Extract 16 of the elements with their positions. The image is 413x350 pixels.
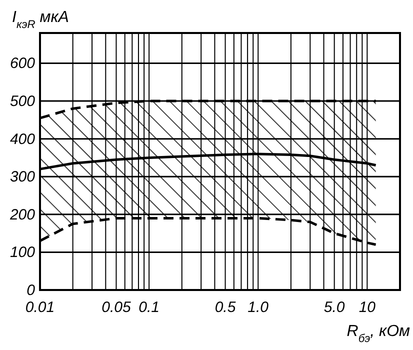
y-tick-label: 600 (10, 55, 36, 72)
y-tick-label: 200 (8, 206, 36, 224)
y-tick-label: 0 (26, 282, 36, 299)
y-tick-label: 500 (10, 93, 36, 110)
x-tick-label: 1.0 (248, 299, 270, 316)
x-axis-title: R$_{бэ}$, кОм (346, 323, 410, 345)
x-tick-label: 0.01 (25, 299, 55, 316)
x-tick-label: 0.1 (138, 299, 160, 316)
x-tick-label: 10 (358, 299, 376, 316)
y-tick-label: 300 (10, 168, 36, 186)
x-tick-label: 5.0 (324, 299, 346, 316)
x-tick-label: 0.5 (214, 299, 236, 316)
y-tick-label: 400 (10, 130, 36, 148)
x-tick-label: 0.05 (102, 299, 132, 316)
y-tick-label: 100 (10, 244, 36, 262)
y-axis-title: I$_{кэR}$ мкА (12, 9, 69, 31)
